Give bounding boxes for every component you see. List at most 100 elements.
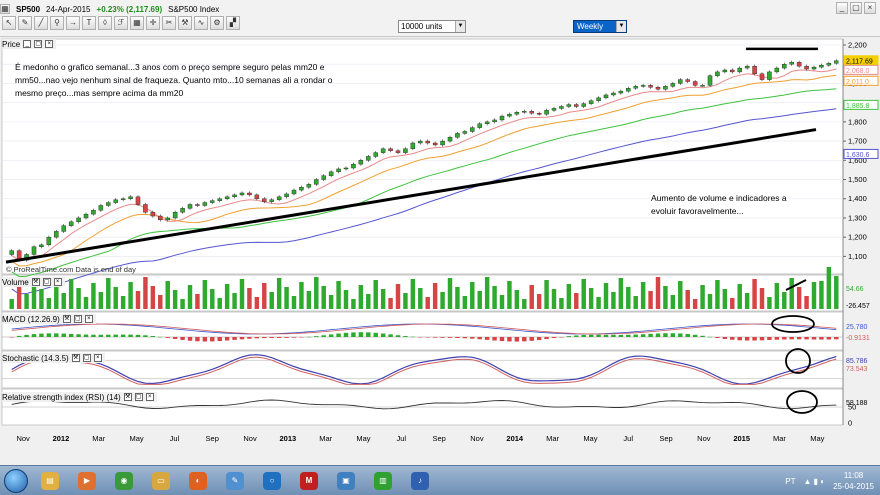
macd-histogram-bar <box>106 334 111 337</box>
macd-histogram-bar <box>737 337 742 341</box>
volume-bar <box>670 295 676 309</box>
x-tick-label: Sep <box>659 434 672 443</box>
maximize-panel-icon[interactable]: ▢ <box>82 354 91 362</box>
paint-app[interactable]: ✎ <box>217 469 253 493</box>
rsi-value-label: 58.188 <box>846 400 868 407</box>
period-select[interactable]: Weekly ▼ <box>573 20 627 33</box>
close-icon[interactable]: × <box>864 2 876 14</box>
start-button[interactable] <box>4 469 28 493</box>
close-panel-icon[interactable]: × <box>45 40 54 48</box>
price-candle <box>655 87 661 90</box>
volume-bar <box>499 295 505 309</box>
close-panel-icon[interactable]: × <box>93 354 102 362</box>
price-candle <box>388 148 393 151</box>
trading-app[interactable]: ▥ <box>365 469 401 493</box>
tray-icons[interactable]: ▲ ▮ ◐ <box>803 476 826 486</box>
scissors-icon[interactable]: ✂ <box>162 16 176 30</box>
indicator-icon[interactable]: ∿ <box>194 16 208 30</box>
arrow-icon[interactable]: → <box>66 16 80 30</box>
maximize-panel-icon[interactable]: ▢ <box>42 278 51 286</box>
media-app[interactable]: ▶ <box>69 469 105 493</box>
maximize-panel-icon[interactable]: ▢ <box>73 315 82 323</box>
macd-histogram-bar <box>158 336 163 338</box>
symbol-label[interactable]: SP500 <box>16 4 41 14</box>
price-candle <box>529 111 534 114</box>
macd-histogram-bar <box>529 337 534 341</box>
pattern-icon[interactable]: ◊ <box>98 16 112 30</box>
maximize-panel-icon[interactable]: ▢ <box>134 393 143 401</box>
macd-histogram-bar <box>247 337 252 339</box>
close-panel-icon[interactable]: × <box>53 278 62 286</box>
rsi-panel-title: Relative strength index (RSI) (14) <box>2 392 121 402</box>
minimize-icon[interactable]: _ <box>836 2 848 14</box>
wrench-icon[interactable]: ⚒ <box>123 393 132 401</box>
wrench-icon[interactable]: ⚒ <box>71 354 80 362</box>
volume-bar <box>9 299 14 309</box>
price-candle <box>588 100 594 104</box>
chrome-app[interactable]: ◉ <box>106 469 142 493</box>
cursor-icon[interactable]: ↖ <box>2 16 16 30</box>
volume-bar <box>299 282 304 309</box>
volume-bar <box>180 299 185 309</box>
right-annotation: Aumento de volume e indicadores a evolui… <box>651 192 787 218</box>
macd-histogram-bar <box>217 337 222 342</box>
annotation-line: mm50...nao vejo nenhum sinal de fraqueza… <box>15 75 333 85</box>
crosshair-icon[interactable]: ✛ <box>146 16 160 30</box>
antivirus-app[interactable]: M <box>291 469 327 493</box>
macd-histogram-bar <box>492 337 497 341</box>
volume-bar <box>804 296 809 309</box>
music-app[interactable]: ♪ <box>402 469 438 493</box>
tools-icon[interactable]: ⚒ <box>178 16 192 30</box>
minimize-panel-icon[interactable]: _ <box>23 40 32 48</box>
volume-bar <box>477 291 482 309</box>
paint-icon[interactable]: ▞ <box>226 16 240 30</box>
macd-histogram-bar <box>91 334 96 337</box>
grid-icon[interactable]: ▦ <box>130 16 144 30</box>
macd-histogram-bar <box>692 334 698 337</box>
maximize-panel-icon[interactable]: ▢ <box>34 40 43 48</box>
image-app[interactable]: ▣ <box>328 469 364 493</box>
magnifier-icon[interactable]: ⚲ <box>50 16 64 30</box>
close-panel-icon[interactable]: × <box>84 315 93 323</box>
price-candle <box>819 64 824 68</box>
explorer-app[interactable]: ▤ <box>32 469 68 493</box>
price-candle <box>358 160 364 165</box>
macd-histogram-bar <box>707 336 713 338</box>
clock[interactable]: 11:08 25-04-2015 <box>833 470 874 492</box>
chevron-down-icon[interactable]: ▼ <box>616 21 626 32</box>
price-candle <box>291 189 297 195</box>
close-panel-icon[interactable]: × <box>145 393 154 401</box>
volume-bar <box>492 286 497 309</box>
price-candle <box>366 156 371 161</box>
settings-icon[interactable]: ⚙ <box>210 16 224 30</box>
macd-histogram-bar <box>284 337 289 338</box>
wrench-icon[interactable]: ⚒ <box>31 278 40 286</box>
price-candle <box>165 217 170 221</box>
folder-app[interactable]: ▭ <box>143 469 179 493</box>
price-candle <box>76 217 81 223</box>
chevron-down-icon[interactable]: ▼ <box>455 21 465 32</box>
firefox-app[interactable]: ◐ <box>180 469 216 493</box>
macd-histogram-bar <box>68 333 74 337</box>
language-indicator[interactable]: PT <box>785 476 796 486</box>
price-tag-box <box>843 99 879 110</box>
wrench-icon[interactable]: ⚒ <box>62 315 71 323</box>
macd-histogram-bar <box>276 337 282 338</box>
macd-histogram-bar <box>819 337 824 340</box>
rsi-tick-label: 50 <box>848 403 856 412</box>
stoch-d-line <box>11 356 837 385</box>
pencil-icon[interactable]: ✎ <box>18 16 32 30</box>
rsi-tick-label: 0 <box>848 419 852 428</box>
volume-bar <box>432 283 438 309</box>
line-tool-icon[interactable]: ╱ <box>34 16 48 30</box>
units-select[interactable]: 10000 units ▼ <box>398 20 466 33</box>
circle-app[interactable]: ○ <box>254 469 290 493</box>
text-icon[interactable]: T <box>82 16 96 30</box>
chart-area[interactable]: 1,100 1,200 1,300 1,400 1,500 1,600 1,700 1,800… <box>0 37 880 465</box>
volume-bar <box>343 290 349 309</box>
annotation-line: evoluir favoravelmente... <box>651 206 744 216</box>
fibonacci-icon[interactable]: ℱ <box>114 16 128 30</box>
x-tick-label: Jul <box>170 434 180 443</box>
volume-bar <box>373 280 378 309</box>
restore-icon[interactable]: ▢ <box>850 2 862 14</box>
